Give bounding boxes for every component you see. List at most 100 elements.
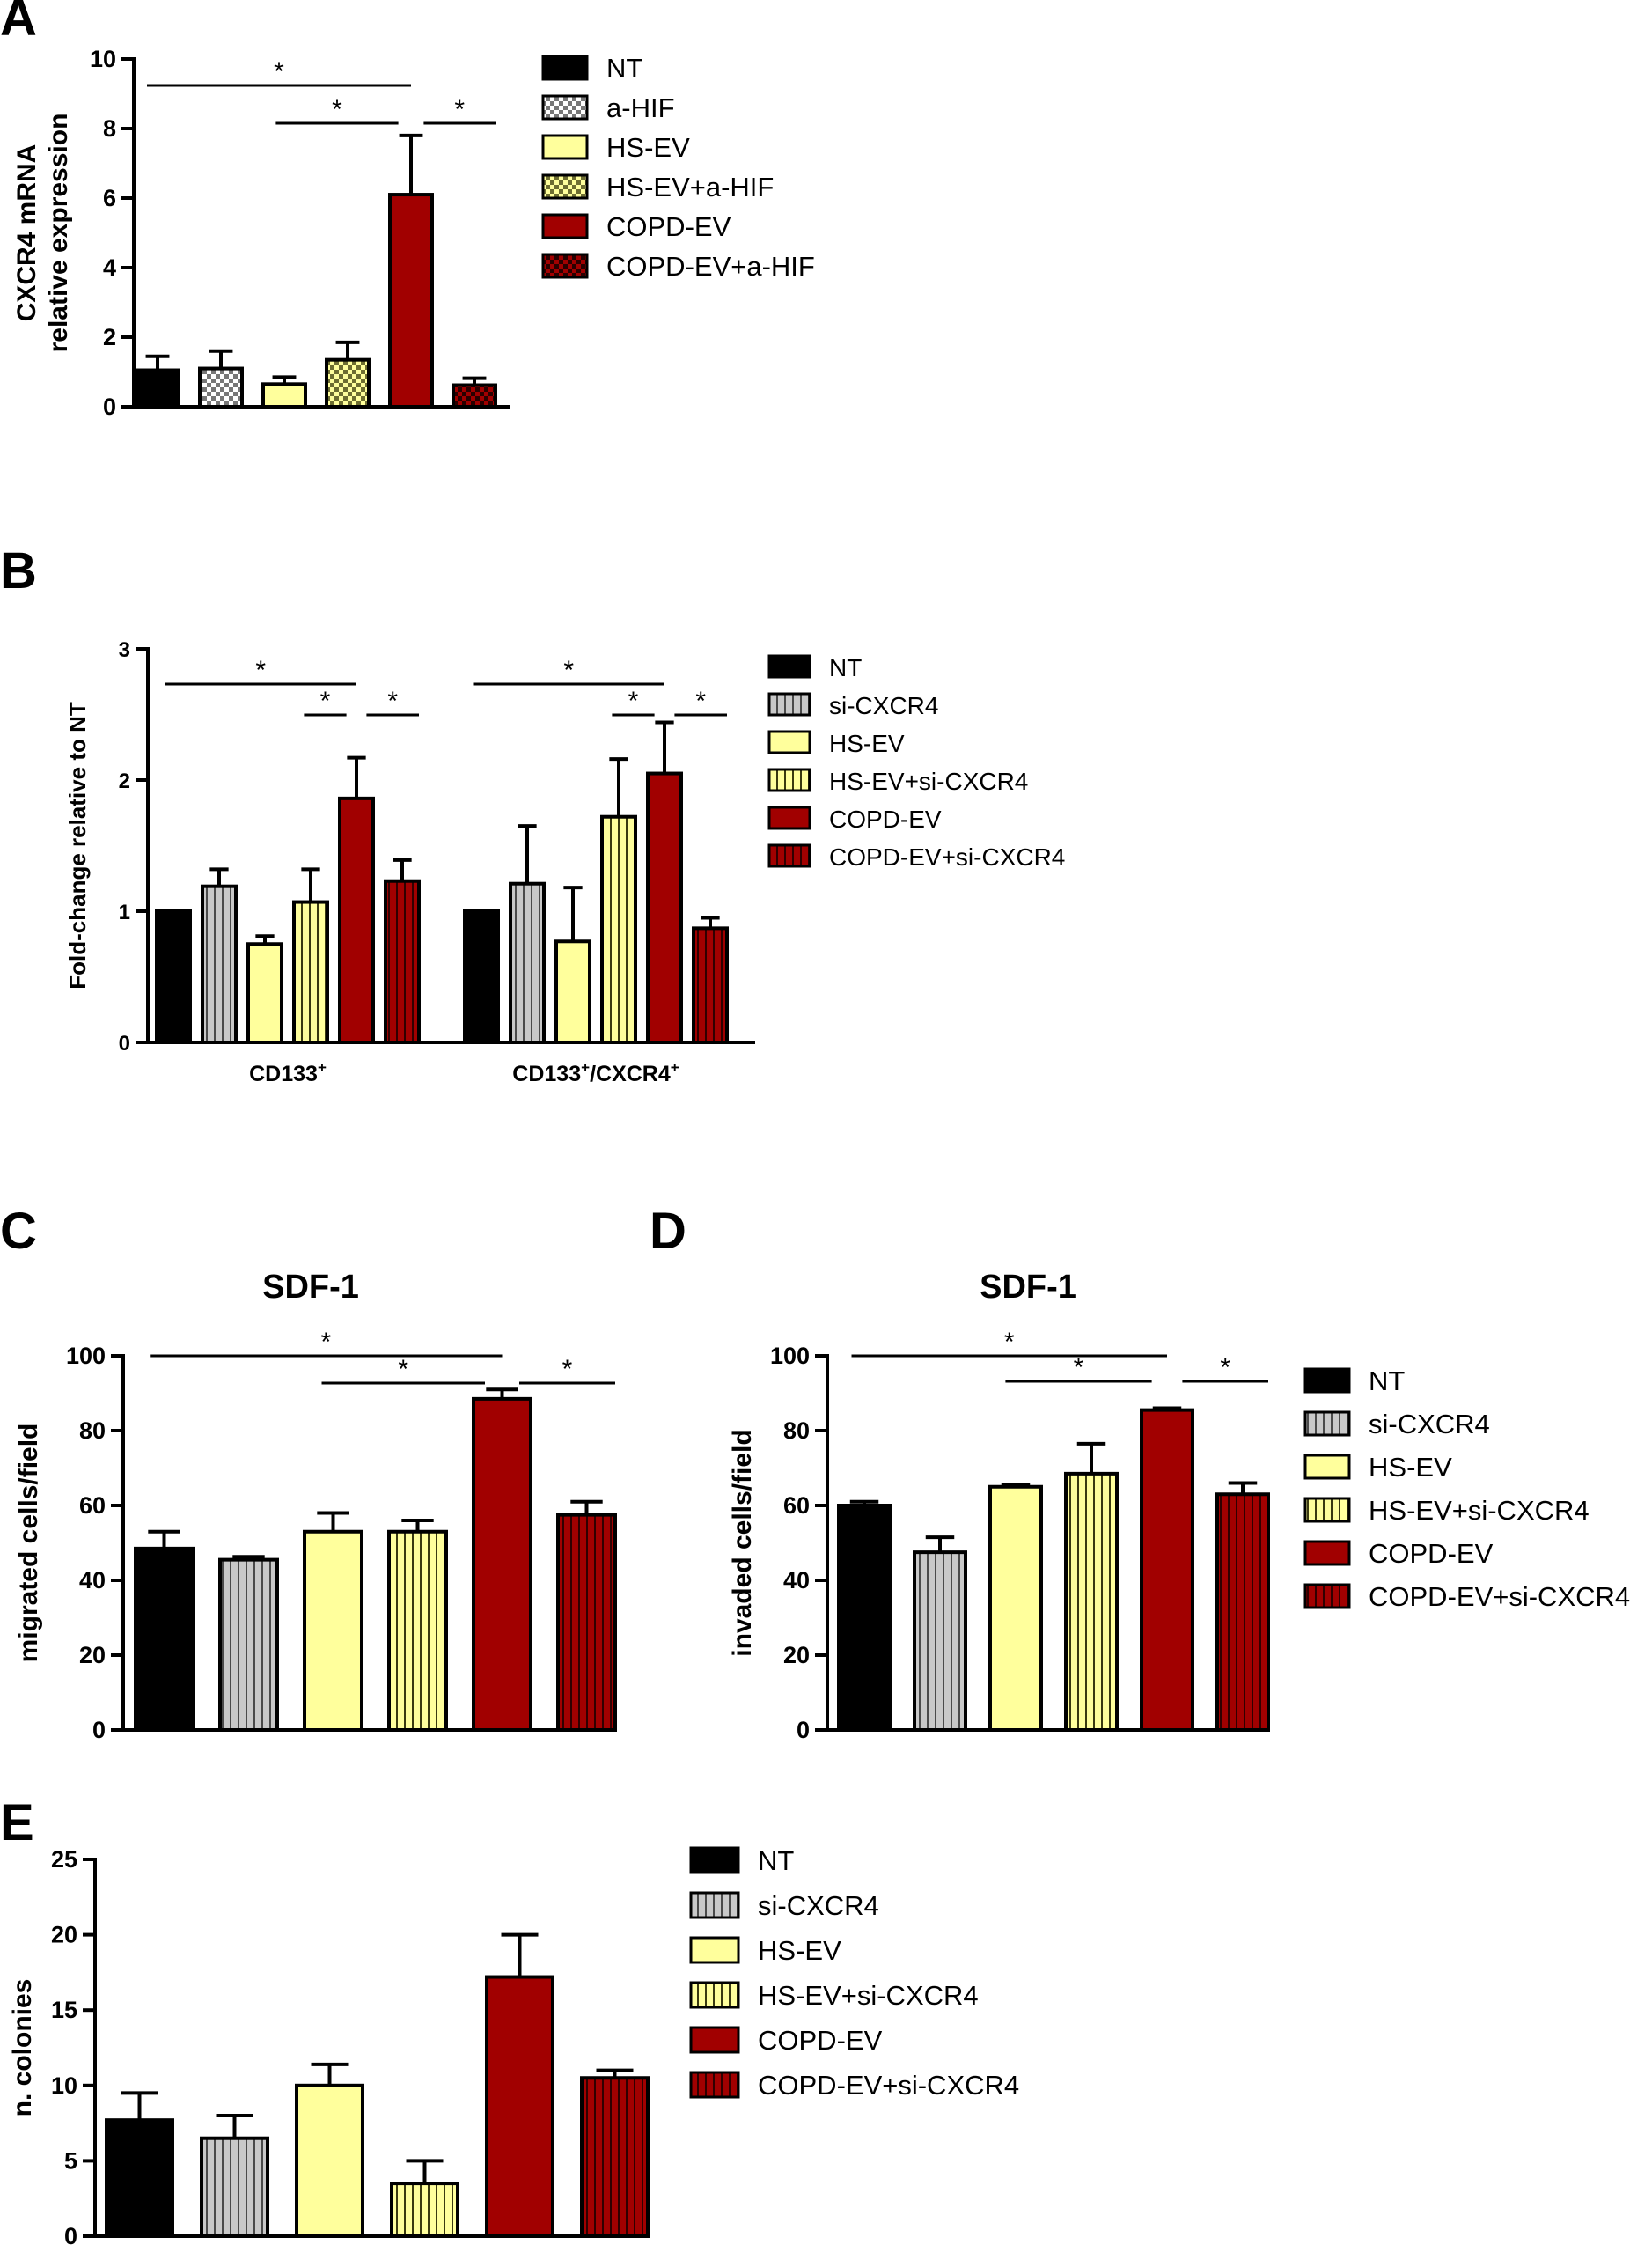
significance-marker: *	[563, 656, 574, 685]
legend-label: NT	[1369, 1365, 1405, 1396]
y-tick-label: 25	[51, 1846, 77, 1873]
bar-nt	[463, 909, 500, 1044]
legend-swatch	[767, 654, 811, 679]
bar-copd-ev	[646, 771, 683, 1044]
legend-label: COPD-EV+si-CXCR4	[758, 2070, 1019, 2101]
panel-letter-d: D	[650, 1203, 686, 1260]
bar-copd-ev-si-cxcr4	[384, 879, 421, 1044]
bar-nt	[135, 368, 180, 409]
legend-swatch	[1303, 1540, 1351, 1566]
legend-label: NT	[606, 53, 642, 84]
panel-e: 0 5 10 15 20 25 n. colonies NT si-CXCR4 HS-EV HS-E…	[8, 1845, 1019, 2245]
bar-copd-ev-si-cxcr4	[1215, 1492, 1270, 1732]
legend-label: a-HIF	[606, 92, 675, 123]
y-axis-label: migrated cells/field	[14, 1424, 43, 1663]
legend-swatch	[1303, 1497, 1351, 1523]
y-tick-label: 60	[783, 1492, 810, 1519]
bar-hs-ev-a-hif	[325, 357, 371, 409]
y-tick-label: 15	[51, 1997, 77, 2023]
bar-copd-ev	[472, 1396, 532, 1732]
legend-label: COPD-EV+si-CXCR4	[1369, 1581, 1630, 1612]
bar-copd-ev-si-cxcr4	[580, 2076, 650, 2238]
legend-swatch	[689, 1981, 740, 2009]
panel-c: SDF-1 0 20 40 60 80 100 migrated cells/field * * *	[14, 1269, 617, 1743]
y-tick-label: 10	[90, 46, 116, 72]
y-tick-label: 80	[783, 1417, 810, 1444]
legend-label: HS-EV+si-CXCR4	[829, 768, 1028, 795]
legend: NT si-CXCR4 HS-EV HS-EV+si-CXCR4 COPD-EV COPD…	[1303, 1365, 1630, 1612]
panel-letter-a: A	[0, 0, 37, 47]
significance-marker: *	[320, 687, 331, 716]
y-tick-label: 100	[770, 1343, 810, 1369]
panel-letter-e: E	[0, 1794, 34, 1851]
bar-copd-ev	[485, 1975, 554, 2238]
significance-marker: *	[387, 687, 398, 716]
bar-a-hif	[198, 366, 244, 409]
y-tick-label: 40	[79, 1567, 106, 1594]
legend-swatch	[767, 692, 811, 717]
y-tick-label: 8	[103, 115, 116, 142]
legend-label: HS-EV+si-CXCR4	[1369, 1495, 1590, 1526]
bar-hs-ev	[303, 1529, 363, 1732]
legend-label: COPD-EV+si-CXCR4	[829, 843, 1065, 871]
y-tick-label: 5	[64, 2147, 77, 2174]
legend-swatch	[689, 1936, 740, 1964]
y-tick-label: 0	[64, 2223, 77, 2245]
bar-copd-ev	[338, 796, 375, 1044]
y-tick-label: 3	[119, 638, 130, 662]
y-axis-label: n. colonies	[8, 1979, 37, 2117]
y-tick-label: 0	[119, 1032, 130, 1056]
bar-si-cxcr4	[913, 1550, 967, 1732]
chart-title: SDF-1	[980, 1269, 1076, 1306]
significance-marker: *	[1074, 1353, 1084, 1382]
y-tick-label: 1	[119, 901, 130, 924]
bar-nt	[155, 909, 192, 1044]
legend-label: HS-EV	[1369, 1452, 1452, 1483]
bar-nt	[134, 1546, 195, 1732]
y-tick-label: 20	[783, 1642, 810, 1668]
legend-swatch	[767, 730, 811, 754]
panel-b: 0 1 2 3 Fold-change relative to NT CD133+ CD13…	[64, 638, 1065, 1086]
panel-a: 0 2 4 6 8 10 CXCR4 mRNA relative expression * * * N…	[12, 46, 815, 420]
y-axis-label: relative expression	[44, 114, 73, 353]
y-axis-label: invaded cells/field	[728, 1429, 757, 1656]
category-label: CD133+	[249, 1059, 327, 1086]
significance-marker: *	[695, 687, 706, 716]
legend-label: HS-EV	[829, 730, 905, 757]
bar-copd-ev-si-cxcr4	[556, 1513, 617, 1732]
legend-swatch	[541, 55, 589, 81]
legend-swatch	[689, 2071, 740, 2099]
legend-swatch	[1303, 1410, 1351, 1437]
bar-nt	[837, 1504, 892, 1732]
chart-title: SDF-1	[262, 1269, 359, 1306]
y-tick-label: 0	[797, 1717, 810, 1743]
bar-hs-ev	[988, 1484, 1043, 1732]
y-tick-label: 60	[79, 1492, 106, 1519]
legend-swatch	[689, 1891, 740, 1919]
legend-swatch	[541, 94, 589, 121]
legend-label: COPD-EV	[758, 2025, 883, 2056]
bar-hs-ev-si-cxcr4	[1064, 1471, 1119, 1732]
legend-label: COPD-EV	[1369, 1538, 1494, 1569]
panel-letter-c: C	[0, 1203, 37, 1260]
bar-hs-ev	[554, 939, 591, 1045]
legend-swatch	[689, 1846, 740, 1874]
legend-label: HS-EV+si-CXCR4	[758, 1980, 979, 2011]
bar-copd-ev-si-cxcr4	[692, 926, 729, 1044]
legend-label: HS-EV+a-HIF	[606, 172, 774, 202]
legend-label: HS-EV	[758, 1935, 841, 1966]
significance-marker: *	[255, 656, 266, 685]
significance-marker: *	[398, 1355, 408, 1384]
legend-swatch	[1303, 1454, 1351, 1480]
legend: NT si-CXCR4 HS-EV HS-EV+si-CXCR4 COPD-EV COPD…	[767, 654, 1065, 871]
legend-swatch	[1303, 1367, 1351, 1394]
significance-marker: *	[454, 95, 465, 124]
legend-swatch	[541, 213, 589, 239]
y-tick-label: 0	[103, 394, 116, 420]
legend-swatch	[689, 2026, 740, 2054]
significance-marker: *	[321, 1328, 332, 1357]
y-tick-label: 4	[103, 254, 116, 281]
y-axis-label: CXCR4 mRNA	[12, 144, 41, 322]
legend-label: si-CXCR4	[1369, 1409, 1490, 1439]
